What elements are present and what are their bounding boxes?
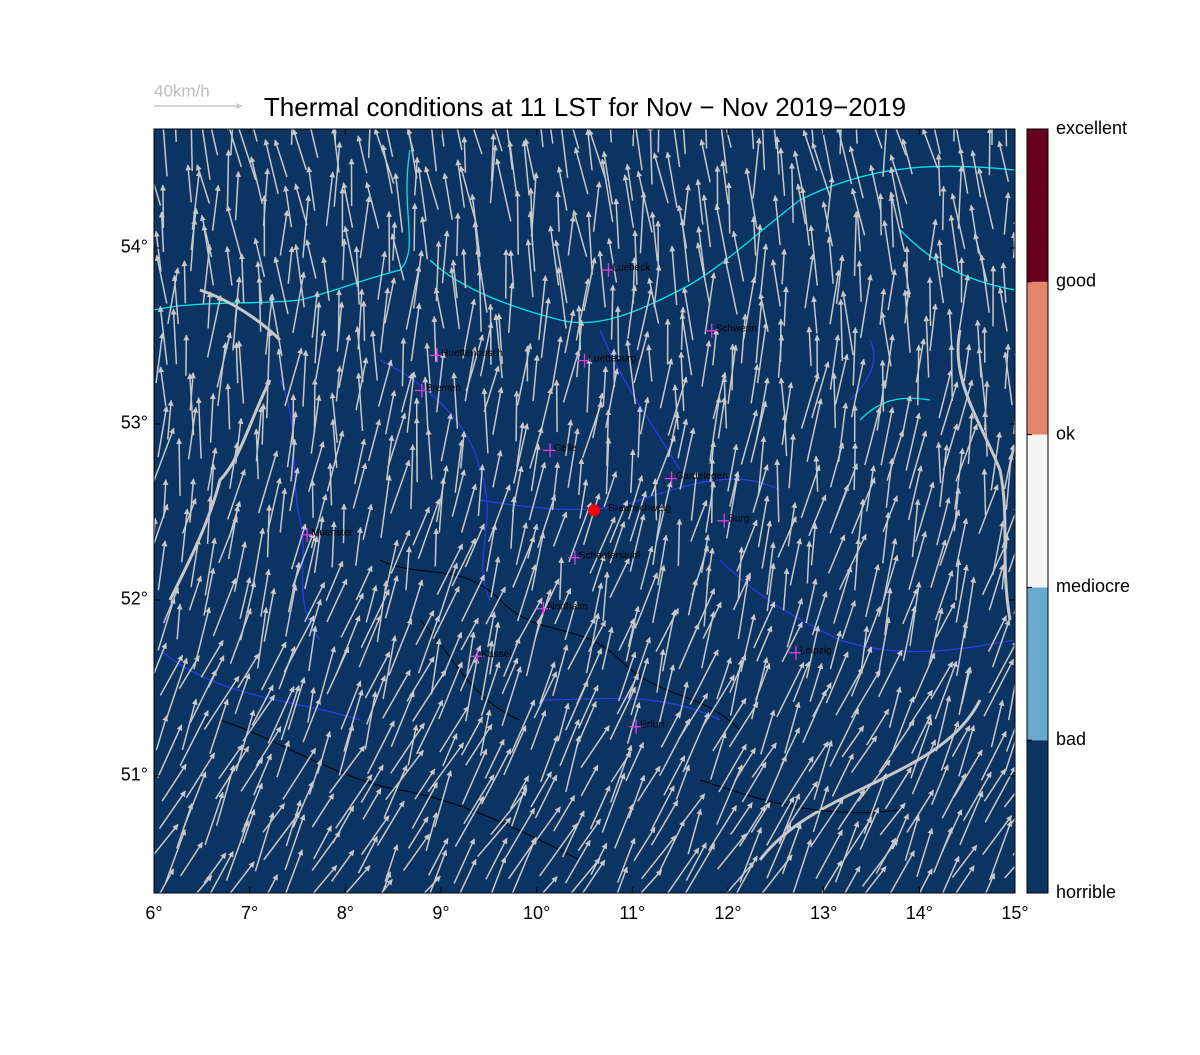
x-tick-label: 15°	[1001, 903, 1028, 923]
y-tick-label: 52°	[121, 589, 148, 609]
x-tick-label: 12°	[714, 903, 741, 923]
wind-arrow	[184, 261, 185, 303]
x-tick-label: 9°	[432, 903, 449, 923]
city-label: Luebeck	[612, 263, 651, 274]
city-label: Muenster	[311, 527, 353, 538]
wind-arrow	[414, 204, 415, 252]
x-tick-label: 14°	[906, 903, 933, 923]
colorbar-segment	[1027, 740, 1048, 893]
wind-arrow	[954, 87, 955, 142]
wind-arrow	[1019, 146, 1022, 203]
colorbar-label: good	[1056, 271, 1096, 291]
city-label: Luetteburg	[589, 353, 637, 364]
colorbar-label: excellent	[1056, 118, 1127, 138]
wind-arrow	[930, 277, 931, 326]
city-label: Northeim	[547, 601, 588, 612]
x-tick-label: 6°	[145, 903, 162, 923]
wind-arrow	[729, 183, 730, 234]
city-label: Burg	[728, 513, 749, 524]
colorbar: horrible bad mediocre ok good excellent	[1027, 118, 1130, 902]
wind-arrow	[918, 345, 919, 405]
wind-arrow	[312, 480, 313, 518]
wind-arrow	[1005, 92, 1006, 146]
y-tick-label: 53°	[121, 413, 148, 433]
colorbar-label: mediocre	[1056, 576, 1130, 596]
wind-arrow	[457, 213, 458, 256]
wind-arrow	[618, 306, 619, 358]
x-tick-label: 13°	[810, 903, 837, 923]
colorbar-segment	[1027, 282, 1048, 435]
wind-arrow	[435, 529, 436, 567]
colorbar-segment	[1027, 587, 1048, 740]
site-marker	[588, 504, 600, 516]
wind-arrow	[943, 186, 944, 230]
title: Thermal conditions at 11 LST for Nov − N…	[264, 92, 906, 122]
wind-arrow	[881, 194, 882, 236]
wind-arrow	[1018, 604, 1027, 663]
wind-arrow	[951, 344, 952, 401]
city-label: Schwerin	[716, 323, 757, 334]
colorbar-segment	[1027, 129, 1048, 282]
wind-arrow	[517, 191, 518, 255]
wind-arrow	[1015, 300, 1028, 356]
scale-label: 40km/h	[154, 81, 210, 100]
city-label: Gardelegen	[676, 471, 728, 482]
wind-arrow	[557, 380, 558, 432]
city-label: Erfurt	[640, 719, 665, 730]
city-label: Huettenbusch	[441, 348, 503, 359]
city-label: Celle	[554, 443, 577, 454]
city-label: Leipzig	[800, 645, 832, 656]
wind-arrow	[364, 301, 365, 341]
y-tick-label: 54°	[121, 237, 148, 257]
wind-arrow	[1014, 565, 1028, 614]
wind-arrow	[163, 185, 164, 228]
x-tick-label: 10°	[523, 903, 550, 923]
colorbar-label: bad	[1056, 729, 1086, 749]
colorbar-segment	[1027, 435, 1048, 588]
city-label: Kassel	[481, 649, 511, 660]
city-label: Bremen	[426, 383, 461, 394]
colorbar-label: ok	[1056, 423, 1076, 443]
x-tick-label: 8°	[337, 903, 354, 923]
y-tick-label: 51°	[121, 765, 148, 785]
colorbar-label: horrible	[1056, 882, 1116, 902]
wind-arrow	[516, 391, 517, 441]
site-label: Braunschweig	[608, 503, 671, 514]
city-label: Schaeferstuhl	[579, 550, 640, 561]
x-tick-label: 7°	[241, 903, 258, 923]
x-tick-label: 11°	[619, 903, 645, 923]
